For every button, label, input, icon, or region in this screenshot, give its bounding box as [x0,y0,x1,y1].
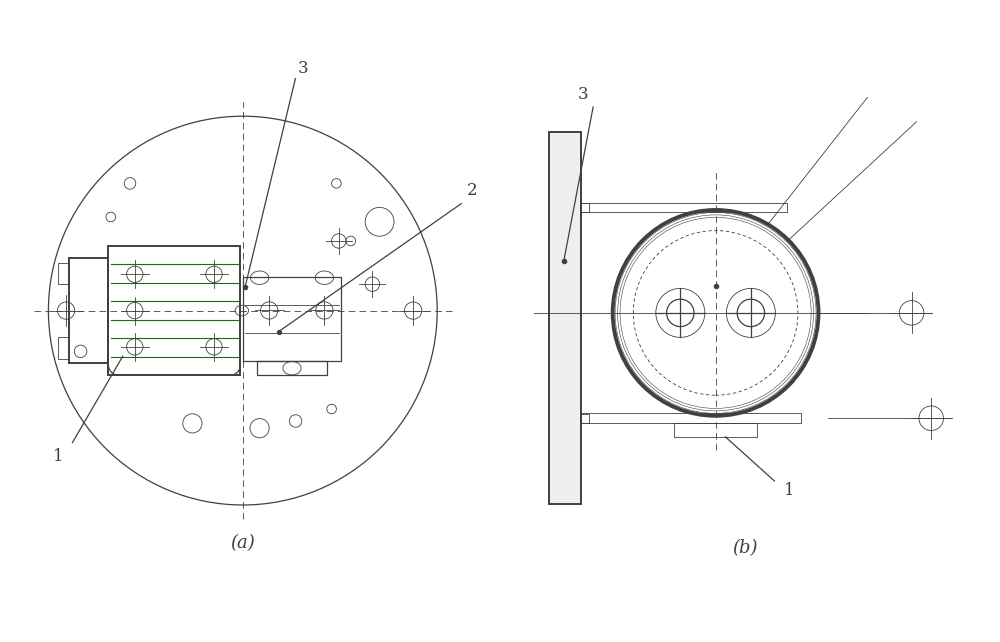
Text: (b): (b) [732,539,758,557]
Bar [580,414,589,422]
Text: 1: 1 [53,449,63,465]
Bar [58,337,69,359]
Bar [549,132,581,504]
Text: 3: 3 [578,86,589,103]
Text: 2: 2 [466,182,477,198]
Bar [58,263,69,284]
Bar [674,423,757,437]
Bar [243,277,341,361]
Bar [108,246,240,376]
Bar [580,203,589,212]
Bar [69,258,108,363]
Text: (a): (a) [230,534,255,552]
Text: 3: 3 [297,60,308,76]
Bar [257,361,327,376]
Text: 1: 1 [784,482,794,499]
Bar [581,413,801,423]
Bar [581,203,787,213]
